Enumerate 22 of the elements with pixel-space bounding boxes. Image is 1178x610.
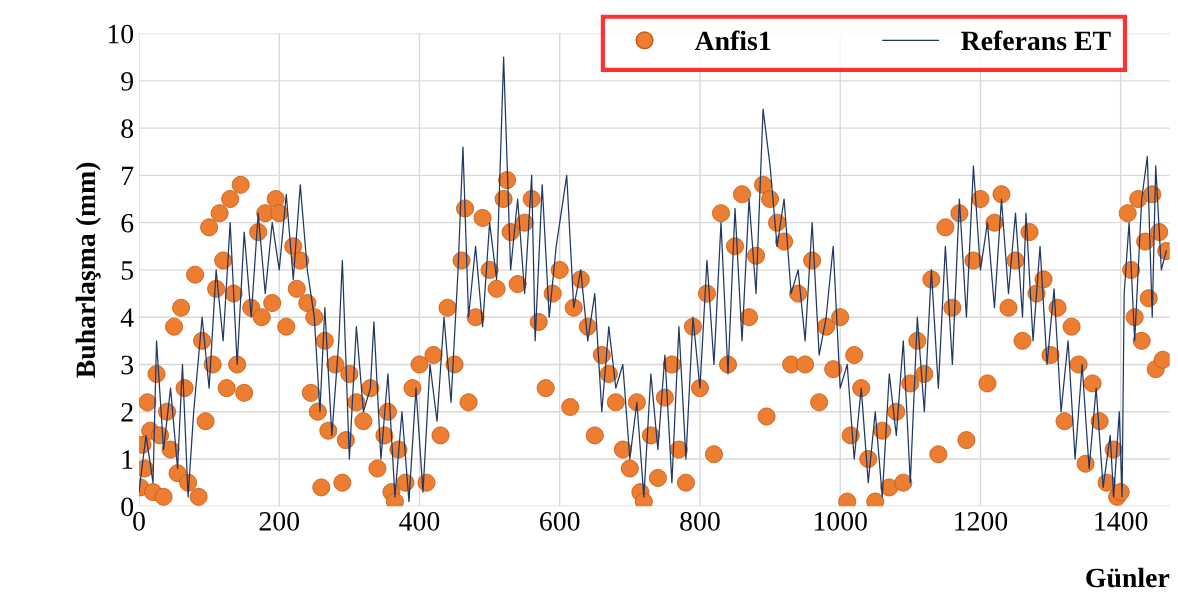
y-tick-label: 10 bbox=[108, 24, 134, 44]
y-tick-label: 4 bbox=[120, 308, 134, 327]
legend-label: Referans ET bbox=[961, 30, 1111, 51]
x-tick-label: 1200 bbox=[955, 511, 1008, 531]
y-tick-label: 7 bbox=[122, 166, 134, 186]
x-tick-label: 200 bbox=[259, 511, 300, 531]
y-tick-label: 5 bbox=[121, 261, 134, 280]
y-tick-label: 6 bbox=[121, 213, 134, 233]
y-tick-label: 3 bbox=[121, 355, 134, 375]
x-tick-label: 1000 bbox=[814, 511, 867, 531]
y-tick-label: 8 bbox=[121, 119, 134, 139]
legend-label: Anfis1 bbox=[694, 30, 771, 51]
y-tick-label: 1 bbox=[122, 450, 133, 469]
y-tick-label: 9 bbox=[121, 72, 134, 91]
x-tick-label: 400 bbox=[399, 511, 440, 531]
x-axis-title: Günler bbox=[1086, 567, 1170, 588]
y-tick-label: 0 bbox=[121, 497, 134, 517]
x-tick-label: 800 bbox=[680, 511, 720, 531]
x-tick-label: 1400 bbox=[1095, 511, 1148, 531]
y-axis-title: Buharlaşma (mm) bbox=[75, 162, 101, 378]
x-tick-label: 600 bbox=[540, 511, 580, 531]
y-tick-label: 2 bbox=[121, 402, 133, 422]
